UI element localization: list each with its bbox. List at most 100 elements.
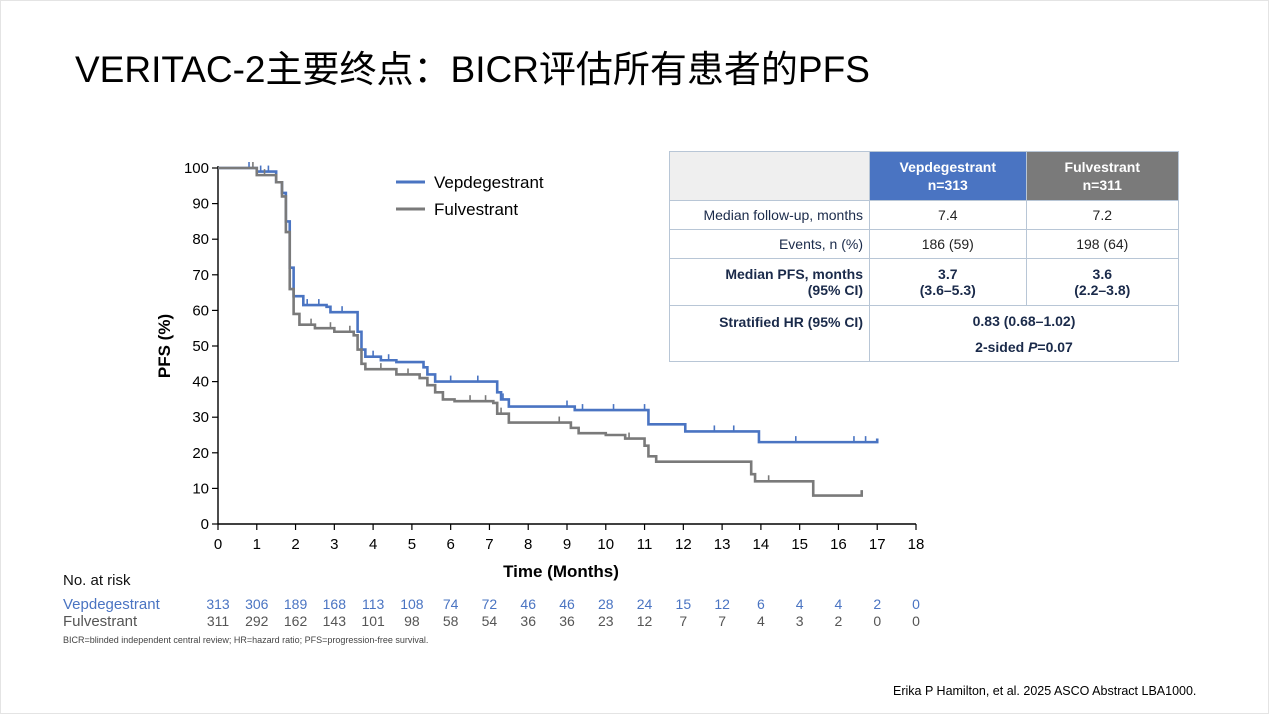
stats-header-fulvestrant: Fulvestrant n=311: [1025, 151, 1180, 201]
risk-value: 2: [873, 596, 882, 612]
km-curve-fulvestrant: [218, 166, 864, 497]
risk-value: 7: [718, 613, 727, 629]
events-ful: 198 (64): [1025, 229, 1180, 259]
x-tick-label: 16: [830, 536, 847, 553]
x-tick-label: 15: [791, 536, 808, 553]
y-tick-label: 10: [192, 480, 209, 497]
x-tick-label: 3: [330, 536, 338, 553]
x-tick-label: 2: [291, 536, 299, 553]
risk-value: 143: [322, 613, 347, 629]
p-number: =0.07: [1037, 338, 1073, 355]
risk-value: 54: [481, 613, 498, 629]
events-vep: 186 (59): [869, 229, 1027, 259]
risk-value: 12: [636, 613, 653, 629]
risk-value: 168: [322, 596, 347, 612]
risk-value: 4: [756, 613, 765, 629]
y-tick-label: 40: [192, 374, 209, 391]
risk-value: 46: [559, 596, 575, 612]
risk-value: 46: [520, 596, 537, 612]
risk-value: 0: [912, 596, 920, 612]
risk-value: 292: [245, 613, 269, 629]
p-prefix: 2-sided: [975, 338, 1029, 355]
risk-value: 6: [756, 596, 765, 612]
risk-value: 3: [795, 613, 804, 629]
y-tick-label: 50: [192, 338, 209, 355]
hr-label: Stratified HR (95% CI): [669, 305, 870, 362]
x-tick-label: 1: [253, 536, 261, 553]
hr-value-cell: 0.83 (0.68–1.02) 2-sided P=0.07: [869, 305, 1179, 362]
vep-header-n: n=313: [927, 177, 968, 193]
risk-value: 113: [361, 596, 385, 612]
risk-value: 4: [795, 596, 804, 612]
p-symbol: P: [1028, 338, 1038, 355]
pfs-ful-ci: (2.2–3.8): [1074, 282, 1131, 298]
vep-header-name: Vepdegestrant: [899, 159, 997, 175]
pfs-label-line2: (95% CI): [807, 282, 863, 298]
y-tick-label: 90: [192, 196, 209, 213]
stats-table: Vepdegestrant n=313 Fulvestrant n=311 Me…: [669, 151, 1180, 362]
risk-value: 311: [206, 613, 230, 629]
x-tick-label: 7: [485, 536, 493, 553]
y-tick-label: 70: [192, 267, 209, 284]
risk-value: 24: [636, 596, 653, 612]
risk-value: 162: [283, 613, 308, 629]
hr-value: 0.83 (0.68–1.02): [972, 312, 1076, 329]
slide-title: VERITAC-2主要终点：BICR评估所有患者的PFS: [75, 49, 870, 90]
x-tick-label: 8: [524, 536, 532, 553]
pfs-vep-median: 3.7: [938, 266, 958, 282]
x-tick-label: 18: [908, 536, 925, 553]
risk-value: 313: [206, 596, 230, 612]
ful-header-n: n=311: [1082, 177, 1122, 193]
risk-value: 72: [481, 596, 498, 612]
citation: Erika P Hamilton, et al. 2025 ASCO Abstr…: [893, 684, 1197, 698]
pfs-label: Median PFS, months (95% CI): [669, 258, 870, 306]
x-tick-label: 17: [869, 536, 886, 553]
risk-value: 0: [873, 613, 882, 629]
ful-header-name: Fulvestrant: [1064, 159, 1140, 175]
followup-label: Median follow-up, months: [669, 200, 870, 230]
risk-value: 36: [520, 613, 537, 629]
followup-ful: 7.2: [1025, 200, 1180, 230]
x-axis-label: Time (Months): [503, 562, 619, 581]
stats-row-pfs: Median PFS, months (95% CI) 3.7 (3.6–5.3…: [669, 258, 1180, 306]
x-tick-label: 13: [714, 536, 731, 553]
x-tick-label: 14: [753, 536, 770, 553]
y-tick-label: 80: [192, 231, 209, 248]
y-tick-label: 100: [184, 160, 209, 177]
risk-value: 36: [559, 613, 575, 629]
risk-table-header: No. at risk: [63, 572, 131, 589]
x-tick-label: 0: [214, 536, 222, 553]
pfs-vep: 3.7 (3.6–5.3): [869, 258, 1027, 306]
pfs-label-line1: Median PFS, months: [725, 266, 863, 282]
y-tick-label: 0: [201, 516, 209, 533]
chart-legend: Vepdegestrant Fulvestrant: [396, 173, 544, 219]
x-tick-label: 6: [446, 536, 454, 553]
x-tick-label: 5: [408, 536, 416, 553]
chart-curves: [218, 162, 879, 497]
stats-header-vepdegestrant: Vepdegestrant n=313: [869, 151, 1027, 201]
x-tick-label: 11: [637, 536, 653, 553]
risk-value: 12: [714, 596, 730, 612]
stats-header-empty: [669, 151, 870, 201]
risk-value: 4: [834, 596, 843, 612]
x-tick-label: 12: [675, 536, 692, 553]
y-tick-label: 30: [192, 409, 209, 426]
followup-vep: 7.4: [869, 200, 1027, 230]
legend-label-fulvestrant: Fulvestrant: [434, 200, 518, 219]
legend-label-vepdegestrant: Vepdegestrant: [434, 173, 544, 192]
y-axis-label: PFS (%): [155, 314, 174, 378]
risk-value: 23: [597, 613, 614, 629]
risk-value: 108: [400, 596, 424, 612]
x-tick-label: 4: [369, 536, 377, 553]
risk-value: 58: [442, 613, 459, 629]
events-label: Events, n (%): [669, 229, 870, 259]
pfs-ful: 3.6 (2.2–3.8): [1025, 258, 1180, 306]
risk-value: 98: [404, 613, 420, 629]
y-tick-label: 60: [192, 302, 209, 319]
abbreviations-footnote: BICR=blinded independent central review;…: [63, 635, 429, 645]
risk-value: 101: [361, 613, 385, 629]
risk-value: 7: [679, 613, 688, 629]
